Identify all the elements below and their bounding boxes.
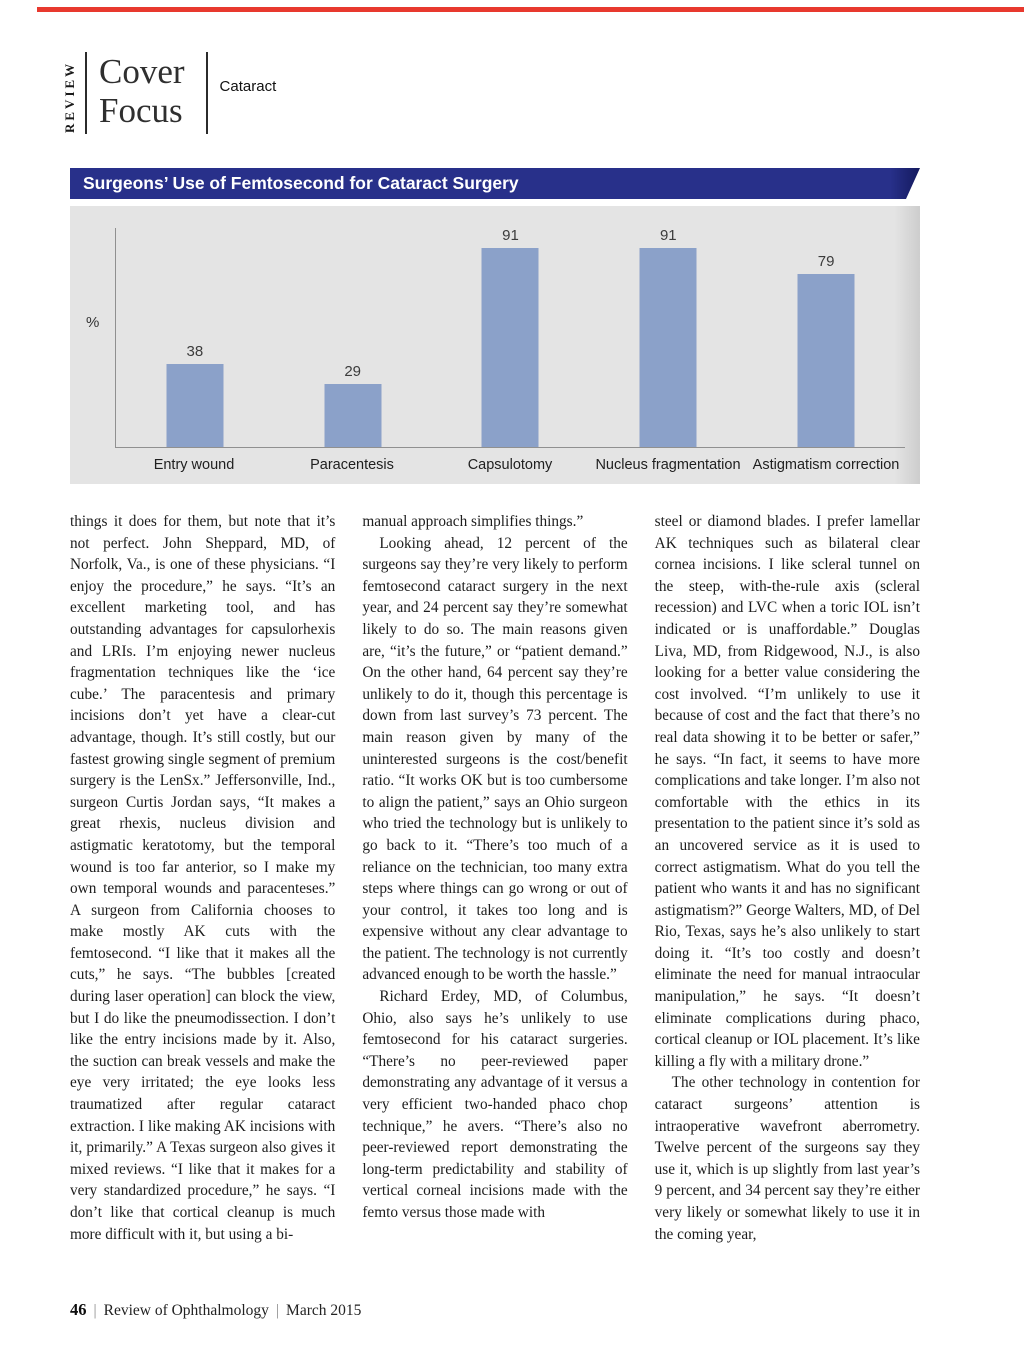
chart-bar-slot: 29 bbox=[274, 228, 432, 447]
bar-value-label: 79 bbox=[817, 253, 835, 270]
article-column-2: manual approach simplifies things.” Looki… bbox=[362, 511, 627, 1245]
bar-nucleus-fragmentation bbox=[639, 247, 697, 447]
top-accent-rule bbox=[37, 7, 1024, 12]
chart-banner: Surgeons’ Use of Femtosecond for Catarac… bbox=[70, 168, 920, 199]
cover-focus-title: Cover Focus bbox=[87, 52, 199, 134]
article-paragraph: things it does for them, but note that i… bbox=[70, 513, 336, 1243]
article-paragraph: manual approach simplifies things.” bbox=[362, 513, 584, 530]
category-label: Paracentesis bbox=[310, 457, 394, 473]
article-paragraph: Richard Erdey, MD, of Columbus, Ohio, al… bbox=[362, 988, 628, 1221]
bar-entry-wound bbox=[166, 363, 224, 447]
bar-value-label: 91 bbox=[502, 226, 519, 244]
masthead-divider bbox=[85, 52, 87, 134]
article-column-1: things it does for them, but note that i… bbox=[70, 511, 335, 1245]
chart-bar-slot: 91 bbox=[432, 226, 590, 447]
category-label: Capsulotomy bbox=[467, 457, 553, 473]
article-paragraph: steel or diamond blades. I prefer lamell… bbox=[654, 513, 920, 1070]
bar-value-label: 91 bbox=[659, 226, 677, 244]
chart-banner-title: Surgeons’ Use of Femtosecond for Catarac… bbox=[83, 173, 519, 193]
issue-date: March 2015 bbox=[286, 1302, 362, 1319]
bar-value-label: 29 bbox=[344, 362, 362, 380]
footer-separator: | bbox=[93, 1302, 97, 1319]
bar-chart: % 38 29 91 91 79 Entry wound Paracentesis Caps… bbox=[70, 206, 920, 484]
cover-focus-line2: Focus bbox=[99, 91, 183, 130]
chart-bar-slot: 79 bbox=[747, 228, 905, 447]
cover-focus-line1: Cover bbox=[99, 52, 185, 91]
review-vertical-label: REVIEW bbox=[62, 60, 77, 133]
footer-separator: | bbox=[275, 1302, 280, 1319]
category-label: Nucleus fragmentation bbox=[595, 457, 741, 473]
bar-capsulotomy bbox=[481, 247, 539, 447]
category-label: Astigmatism correction bbox=[752, 457, 900, 473]
bar-astigmatism-correction bbox=[797, 274, 855, 447]
page-footer: 46 | Review of Ophthalmology | March 2015 bbox=[70, 1300, 361, 1320]
article-paragraph: Looking ahead, 12 percent of the surgeon… bbox=[362, 534, 628, 984]
masthead-divider bbox=[205, 52, 208, 134]
category-label: Entry wound bbox=[153, 457, 235, 473]
y-axis-label: % bbox=[86, 314, 100, 331]
section-label: Cataract bbox=[219, 78, 277, 95]
chart-bar-slot: 91 bbox=[589, 226, 747, 447]
page-number: 46 bbox=[70, 1300, 87, 1319]
article-paragraph: The other technology in contention for c… bbox=[654, 1074, 920, 1243]
chart-block: Surgeons’ Use of Femtosecond for Catarac… bbox=[70, 168, 920, 484]
chart-bar-slot: 38 bbox=[116, 228, 274, 447]
bar-value-label: 38 bbox=[186, 342, 204, 360]
chart-plot: 38 29 91 91 79 bbox=[115, 226, 905, 448]
masthead: REVIEW Cover Focus Cataract bbox=[62, 52, 276, 134]
chart-category-labels: Entry wound Paracentesis Capsulotomy Nucleu… bbox=[115, 457, 905, 473]
publication-name: Review of Ophthalmology bbox=[103, 1302, 269, 1319]
article-column-3: steel or diamond blades. I prefer lamell… bbox=[655, 511, 920, 1245]
bar-paracentesis bbox=[324, 383, 382, 447]
article-body: things it does for them, but note that i… bbox=[70, 511, 920, 1245]
